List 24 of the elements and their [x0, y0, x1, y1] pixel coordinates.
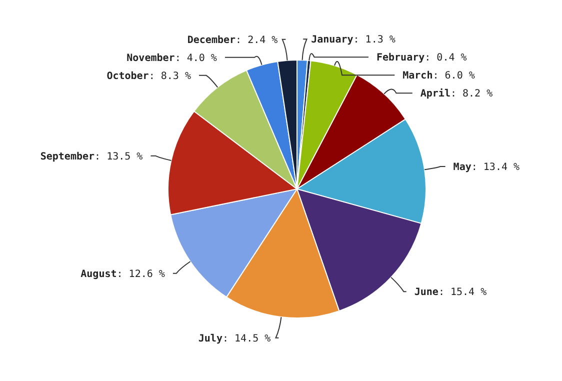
data-label: : 4.0 % [174, 52, 217, 64]
slice-label: December [187, 34, 236, 46]
data-label: : 13.4 % [471, 162, 520, 173]
slice-label: January [311, 34, 354, 46]
data-label: : 12.6 % [116, 268, 165, 280]
data-label: : 8.3 % [148, 70, 192, 82]
data-label: : 2.4 % [236, 34, 278, 46]
slice-label: April [420, 88, 450, 100]
slice-label: May [453, 162, 472, 173]
slice-label: November [126, 52, 175, 64]
slice-label: August [80, 268, 117, 280]
data-label: : 8.2 % [450, 88, 493, 100]
slice-label: September [40, 151, 95, 162]
slice-label: October [106, 70, 149, 82]
data-label: : 14.5 % [222, 333, 271, 344]
data-label: : 13.5 % [94, 151, 143, 162]
slice-label: July [198, 333, 222, 344]
slice-label: June [414, 287, 438, 298]
data-label: : 1.3 % [353, 34, 396, 46]
data-label: : 15.4 % [438, 287, 487, 298]
data-label: : 6.0 % [432, 70, 475, 82]
slice-label: February [376, 52, 425, 64]
data-label: : 0.4 % [424, 52, 467, 64]
slice-label: March [402, 70, 433, 82]
